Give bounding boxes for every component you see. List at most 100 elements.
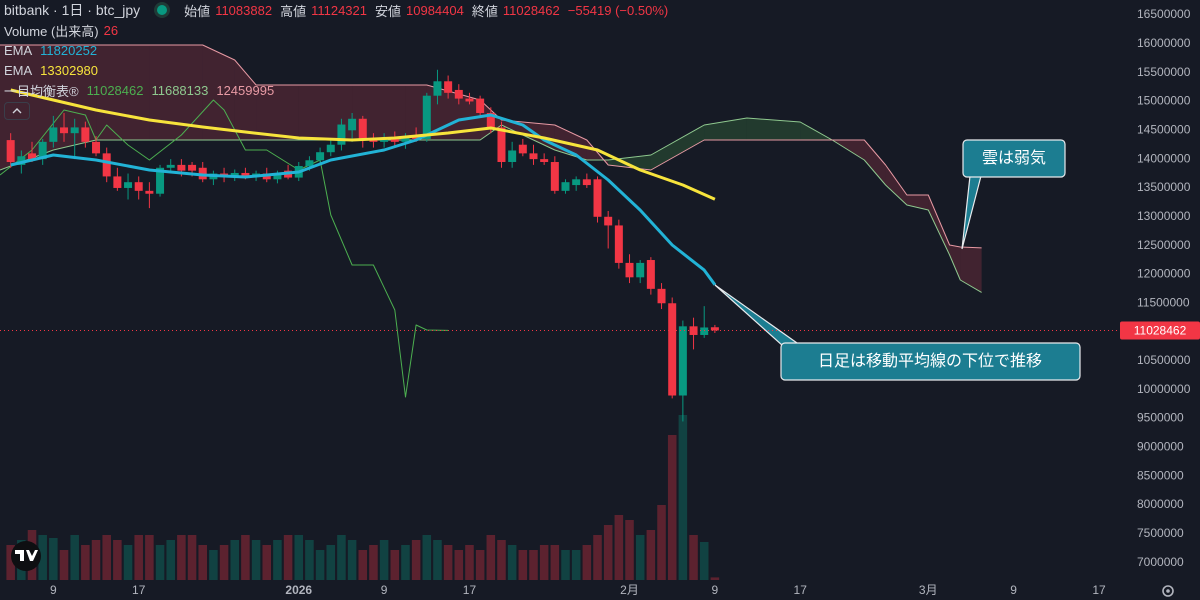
candle-body (81, 127, 90, 142)
y-tick-label: 10000000 (1137, 382, 1191, 396)
y-tick-label: 16500000 (1137, 7, 1191, 21)
annotation: 雲は弱気 (982, 149, 1046, 167)
volume-bar (305, 540, 314, 580)
candle-body (625, 262, 634, 278)
candle-body (241, 172, 250, 177)
y-tick-label: 7500000 (1137, 526, 1184, 540)
volume-bar (49, 538, 58, 580)
candle-body (166, 164, 175, 168)
volume-bar (667, 435, 677, 580)
change: −55419 (−0.50%) (567, 2, 669, 18)
plot-area (0, 44, 982, 580)
legend-row: EMA 11820252 (4, 40, 668, 60)
volume-bar (166, 540, 175, 580)
collapse-button[interactable] (4, 102, 30, 120)
volume-bar (91, 540, 101, 580)
x-tick-label: 9 (381, 583, 388, 597)
legend-row: Volume (出来高) 26 (4, 20, 668, 40)
candle-body (113, 176, 122, 188)
candle-body (358, 118, 367, 139)
volume-bar (326, 545, 336, 580)
volume-bar (411, 540, 421, 580)
volume-bar (230, 540, 240, 580)
volume-bar (561, 550, 570, 580)
y-tick-label: 12000000 (1137, 267, 1191, 281)
indicator-value: 26 (103, 22, 119, 38)
volume-bar (657, 505, 666, 580)
caret[interactable] (12, 108, 22, 114)
cloud-fill (0, 45, 54, 171)
settings-icon[interactable] (1162, 585, 1174, 597)
volume-bar (518, 550, 528, 580)
volume-bar (710, 577, 720, 580)
volume-bar (145, 535, 154, 580)
volume-bar (273, 540, 282, 580)
candle-body (60, 127, 69, 134)
y-tick-label: 7000000 (1137, 555, 1184, 569)
indicator-name: 一目均衡表® (4, 83, 79, 99)
candle-body (540, 159, 549, 163)
volume-bar (6, 545, 15, 580)
candle-body (188, 164, 197, 171)
volume-bar (241, 535, 250, 580)
volume-bar (571, 550, 581, 580)
y-tick-label: 9500000 (1137, 411, 1184, 425)
y-tick-label: 11500000 (1137, 295, 1190, 309)
y-tick-label: 10500000 (1137, 353, 1191, 367)
y-tick-label: 8500000 (1137, 468, 1184, 482)
cloud-fill (149, 45, 203, 140)
x-tick-label: 3月 (919, 583, 938, 597)
candle-body (348, 118, 357, 131)
ohlc-label: 終値 (471, 3, 498, 19)
cloud-fill (949, 244, 961, 281)
candle-body (508, 150, 517, 163)
candle-body (134, 182, 143, 191)
x-tick-label: 17 (794, 583, 808, 597)
last-price-box (1120, 321, 1200, 340)
volume-bar (123, 545, 133, 580)
x-tick-label: 9 (1010, 583, 1017, 597)
volume-bar (603, 525, 613, 580)
volume-bar (379, 540, 389, 580)
cloud-fill (202, 45, 235, 140)
volume-bar (678, 415, 688, 580)
candle-body (444, 81, 453, 93)
x-tick-label: 17 (132, 583, 146, 597)
volume-bar (465, 545, 474, 580)
volume-bar (422, 535, 432, 580)
candle-body (6, 140, 15, 163)
volume-bar (315, 550, 325, 580)
candle-body (518, 144, 527, 154)
logo (11, 541, 41, 571)
symbol: bitbank · 1日 · btc_jpy (4, 2, 141, 18)
ema-line (10, 88, 716, 201)
volume-bar (358, 550, 368, 580)
candle-body (273, 174, 282, 180)
indicator-name: EMA (4, 62, 33, 78)
volume-bar (209, 550, 218, 580)
volume-bar (347, 540, 357, 580)
volume-bar (593, 535, 602, 580)
candle-body (668, 303, 677, 396)
candle-body (572, 179, 581, 186)
x-tick-label: 17 (1092, 583, 1106, 597)
last-price-label: 11028462 (1134, 324, 1187, 338)
settings-icon-center[interactable] (1166, 589, 1170, 593)
indicator-value: 11028462 (86, 82, 144, 98)
candle-body (49, 127, 58, 142)
volume-bar (283, 535, 293, 580)
volume-bar (113, 540, 122, 580)
volume-bar (219, 545, 229, 580)
volume-bar (550, 545, 560, 580)
volume-bar (582, 545, 592, 580)
span-b-line (0, 44, 982, 249)
y-tick-label: 15000000 (1137, 94, 1191, 108)
candle-body (636, 262, 645, 278)
cloud-fill (256, 84, 299, 140)
cloud-fill (960, 246, 982, 293)
candle-body (689, 326, 698, 335)
cloud-fill (864, 139, 886, 186)
